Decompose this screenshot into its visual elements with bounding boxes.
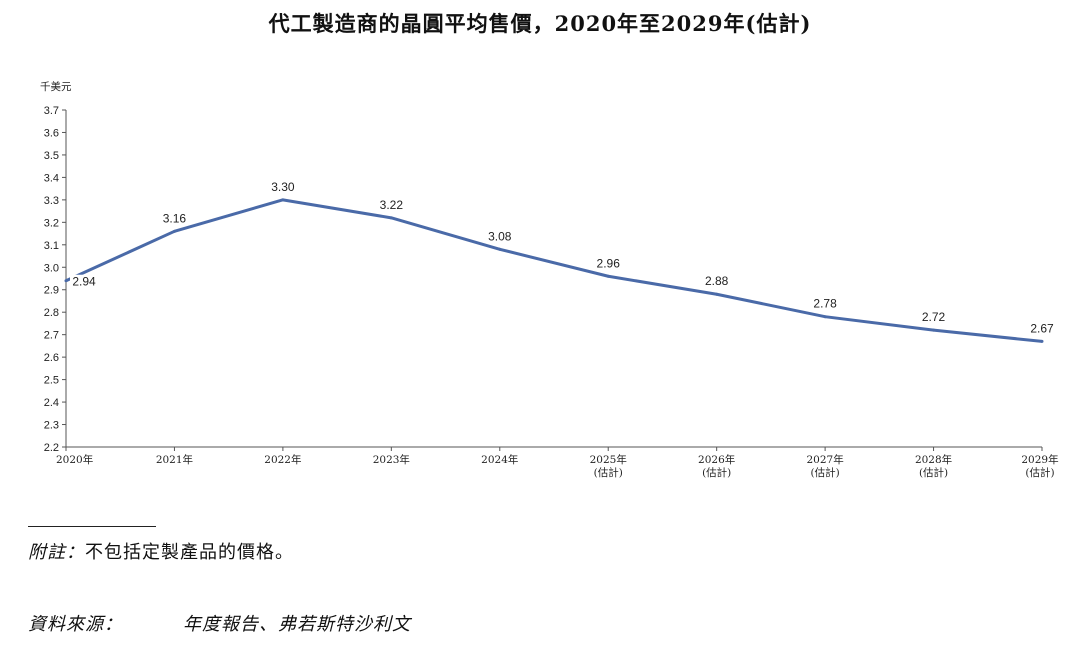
data-point xyxy=(1040,339,1044,343)
data-point xyxy=(172,229,176,233)
y-tick-label: 3.3 xyxy=(44,195,59,207)
series-line xyxy=(65,198,1043,343)
data-point xyxy=(715,292,719,296)
y-tick-label: 3.4 xyxy=(44,172,59,184)
data-point xyxy=(932,328,936,332)
y-tick-label: 3.1 xyxy=(44,240,59,252)
data-point xyxy=(823,315,827,319)
source-label: 資料來源： xyxy=(28,614,123,635)
data-label: 2.96 xyxy=(597,256,621,270)
data-label: 2.78 xyxy=(813,297,837,311)
y-tick-label: 2.6 xyxy=(44,352,59,364)
y-tick-label: 2.5 xyxy=(44,375,59,387)
x-tick-label: 2020年 xyxy=(56,453,93,466)
y-tick-label: 2.2 xyxy=(44,442,59,454)
y-axis-ticks: 2.2 2.3 2.4 2.5 2.6 2.7 2.8 2.9 3.0 3.1 3.2 3.3 3.4 3… xyxy=(44,105,66,454)
x-tick-label: 2023年 xyxy=(373,453,410,466)
x-tick-label: 2024年 xyxy=(481,453,518,466)
x-tick-label: 2026年(估計) xyxy=(698,453,735,479)
y-tick-label: 3.7 xyxy=(44,105,59,117)
data-point xyxy=(498,247,502,251)
y-tick-label: 2.8 xyxy=(44,307,59,319)
y-tick-label: 2.7 xyxy=(44,330,59,342)
data-labels: 2.94 3.16 3.30 3.22 3.08 2.96 2.88 2.78 2.72 2.67 xyxy=(70,180,1054,335)
data-label-bg xyxy=(70,274,99,290)
x-tick-label: 2025年(估計) xyxy=(590,453,627,479)
x-axis-ticks: 2020年 2021年 2022年 2023年 2024年 2025年(估計) 2026年(… xyxy=(56,447,1059,479)
x-tick-label: 2021年 xyxy=(156,453,193,466)
y-tick-label: 3.6 xyxy=(44,127,59,139)
data-point xyxy=(64,279,68,283)
footnote-source: 資料來源： 年度報告、弗若斯特沙利文 xyxy=(28,610,411,636)
data-point xyxy=(281,198,285,202)
chart-title: 代工製造商的晶圓平均售價，2020年至2029年(估計) xyxy=(268,11,812,36)
line-chart: 千美元 2.2 2.3 2.4 2.5 2.6 2.7 2.8 2.9 3.0 3.1 3.2 3.3… xyxy=(40,80,1059,479)
x-tick-label: 2022年 xyxy=(264,453,301,466)
data-point xyxy=(389,216,393,220)
data-label: 3.30 xyxy=(271,180,295,194)
data-label: 2.94 xyxy=(72,275,96,289)
y-tick-label: 3.5 xyxy=(44,150,59,162)
data-label: 3.22 xyxy=(380,198,404,212)
source-text: 年度報告、弗若斯特沙利文 xyxy=(183,614,411,635)
note-label: 附註： xyxy=(28,542,85,563)
x-tick-label: 2027年(估計) xyxy=(806,453,843,479)
data-label: 2.88 xyxy=(705,274,729,288)
y-tick-label: 3.0 xyxy=(44,262,59,274)
y-tick-label: 3.2 xyxy=(44,217,59,229)
data-label: 3.08 xyxy=(488,229,512,243)
y-tick-label: 2.3 xyxy=(44,420,59,432)
data-label: 2.72 xyxy=(922,310,946,324)
series-group xyxy=(64,198,1044,343)
y-axis-unit-label: 千美元 xyxy=(40,80,72,93)
chart-axes xyxy=(65,110,1042,448)
footnote-note: 附註：不包括定製產品的價格。 xyxy=(28,538,294,564)
footnote-divider xyxy=(28,526,156,527)
data-label: 2.67 xyxy=(1030,321,1054,335)
data-label: 3.16 xyxy=(163,211,187,225)
x-tick-label: 2028年(估計) xyxy=(915,453,952,479)
x-tick-label: 2029年(估計) xyxy=(1021,453,1058,479)
y-tick-label: 2.4 xyxy=(44,397,59,409)
note-text: 不包括定製產品的價格。 xyxy=(85,542,294,563)
y-tick-label: 2.9 xyxy=(44,285,59,297)
data-point xyxy=(606,274,610,278)
